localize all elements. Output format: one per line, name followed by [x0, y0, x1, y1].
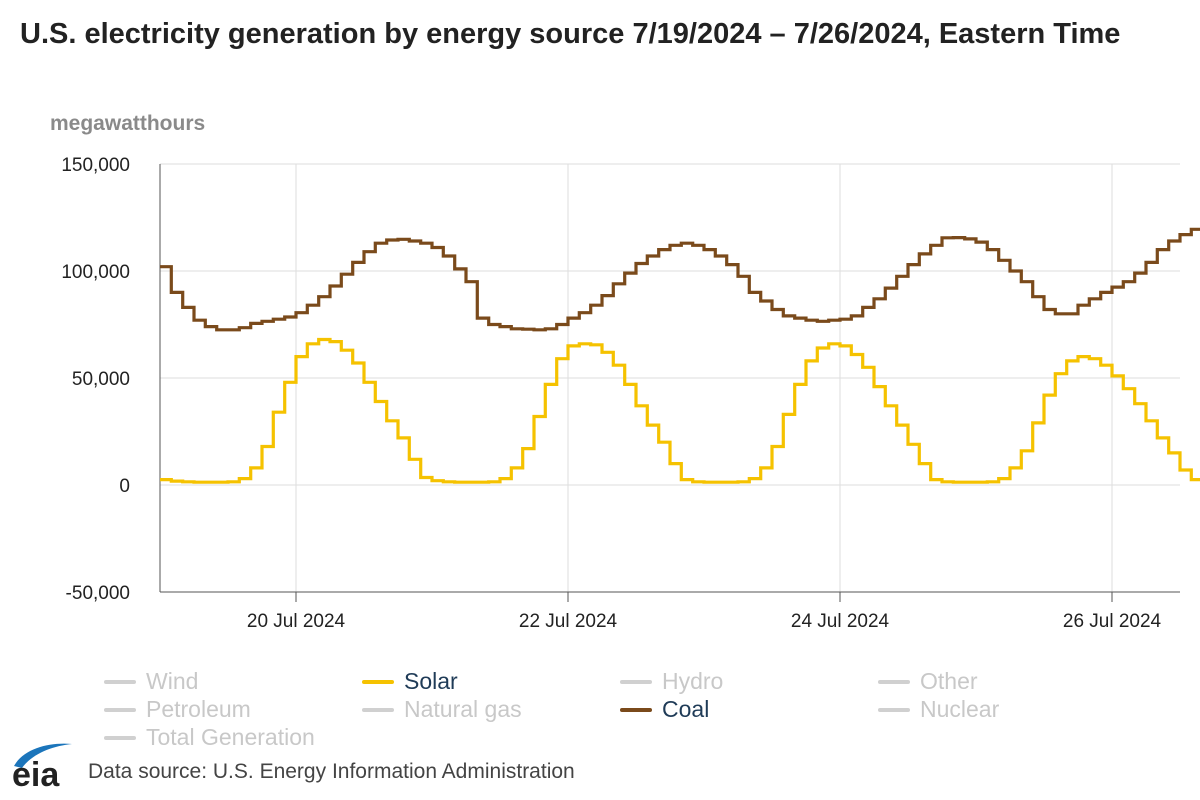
- legend-item-coal[interactable]: Coal: [620, 696, 709, 723]
- legend-item-natural-gas[interactable]: Natural gas: [362, 696, 522, 723]
- legend-item-solar[interactable]: Solar: [362, 668, 458, 695]
- x-tick-label: 26 Jul 2024: [1063, 611, 1162, 632]
- legend-swatch-wind: [104, 679, 136, 684]
- legend-swatch-nuclear: [878, 707, 910, 712]
- legend-item-other[interactable]: Other: [878, 668, 978, 695]
- legend-item-total-generation[interactable]: Total Generation: [104, 724, 315, 751]
- legend-label-nuclear: Nuclear: [920, 696, 1000, 722]
- legend-swatch-coal: [620, 707, 652, 712]
- legend-swatch-total-generation: [104, 735, 136, 740]
- legend-swatch-other: [878, 679, 910, 684]
- legend-label-coal: Coal: [662, 696, 710, 722]
- legend-label-other: Other: [920, 668, 978, 694]
- legend-label-total-generation: Total Generation: [146, 724, 315, 750]
- legend-label-petroleum: Petroleum: [146, 696, 251, 722]
- legend-label-hydro: Hydro: [662, 668, 724, 694]
- legend-swatch-natural-gas: [362, 707, 394, 712]
- legend-label-solar: Solar: [404, 668, 458, 694]
- legend-label-natural-gas: Natural gas: [404, 696, 522, 722]
- legend-swatch-hydro: [620, 679, 652, 684]
- x-tick-label: 24 Jul 2024: [791, 611, 890, 632]
- x-tick-label: 22 Jul 2024: [519, 611, 618, 632]
- legend-item-petroleum[interactable]: Petroleum: [104, 696, 251, 723]
- footer: eia Data source: U.S. Energy Information…: [10, 740, 575, 790]
- data-source-text: Data source: U.S. Energy Information Adm…: [88, 760, 575, 783]
- y-tick-label: 0: [119, 476, 130, 497]
- eia-logo-swoosh: [14, 743, 72, 768]
- eia-logo-text: eia: [12, 756, 60, 790]
- legend-label-wind: Wind: [146, 668, 199, 694]
- legend-item-wind[interactable]: Wind: [104, 668, 198, 695]
- y-tick-label: 100,000: [61, 262, 130, 283]
- y-tick-label: 150,000: [61, 155, 130, 176]
- tick-labels: -50,000 0 50,000 100,000 150,000 20 Jul 2024 2…: [61, 155, 1161, 632]
- legend-item-hydro[interactable]: Hydro: [620, 668, 723, 695]
- series-line-coal[interactable]: [160, 219, 1200, 332]
- legend-swatch-solar: [362, 679, 394, 684]
- series-line-solar[interactable]: [160, 337, 1200, 484]
- axes: [159, 164, 1180, 602]
- legend-item-nuclear[interactable]: Nuclear: [878, 696, 999, 723]
- gridlines: [160, 163, 1180, 592]
- x-tick-label: 20 Jul 2024: [247, 611, 346, 632]
- y-tick-label: -50,000: [66, 583, 130, 604]
- y-tick-label: 50,000: [72, 369, 130, 390]
- series-lines[interactable]: [160, 219, 1200, 484]
- legend-swatch-petroleum: [104, 707, 136, 712]
- eia-logo-icon: eia: [12, 743, 72, 790]
- y-axis-unit-label: megawatthours: [50, 112, 206, 135]
- chart-title: U.S. electricity generation by energy so…: [20, 18, 1121, 50]
